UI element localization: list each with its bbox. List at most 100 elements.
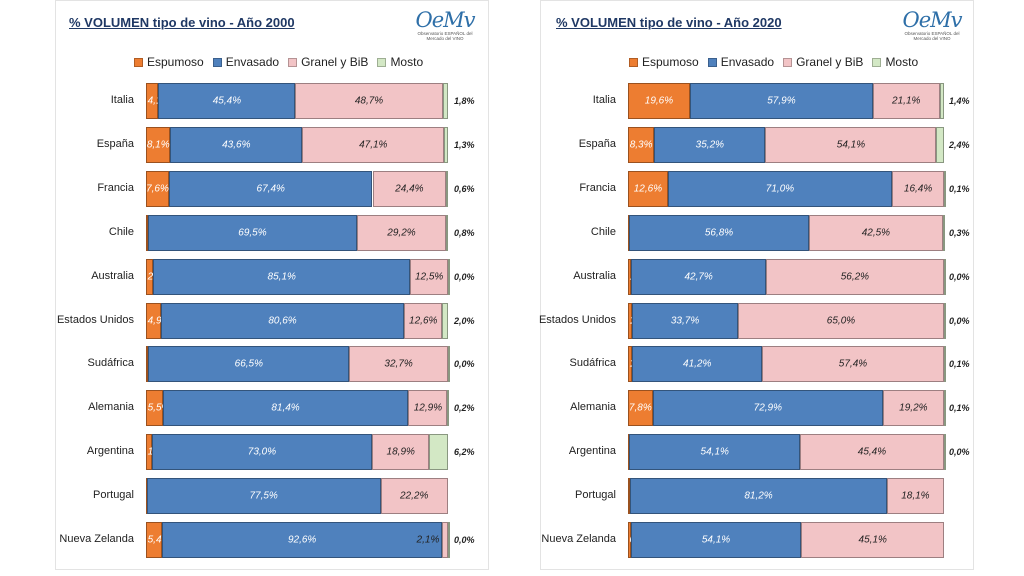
category-label: Nueva Zelanda xyxy=(541,533,616,545)
bar-envasado-0 xyxy=(689,83,873,119)
data-label-mosto: 2,4% xyxy=(949,139,970,150)
bar-mosto-2 xyxy=(944,170,946,207)
data-label-espumoso: 8,3% xyxy=(629,139,653,151)
data-label-mosto: 0,1% xyxy=(949,403,970,414)
data-label-envasado: 45,4% xyxy=(212,95,242,107)
bar-mosto-1 xyxy=(936,126,944,163)
data-label-envasado: 57,9% xyxy=(767,95,796,107)
legend-item-mosto: Mosto xyxy=(872,55,918,69)
data-label-granel: 12,6% xyxy=(409,315,438,326)
bar-envasado-9 xyxy=(146,478,381,515)
swatch-envasado xyxy=(212,57,222,67)
data-label-envasado: 92,6% xyxy=(287,534,317,546)
legend: Espumoso Envasado Granel y BiB Mosto xyxy=(134,54,432,70)
data-label-espumoso: 8,1% xyxy=(146,139,170,151)
bar-mosto-1 xyxy=(444,126,449,163)
category-label: Nueva Zelanda xyxy=(59,533,134,545)
category-label: España xyxy=(578,137,616,150)
category-label: Italia xyxy=(592,94,616,106)
data-label-envasado: 81,4% xyxy=(271,402,300,414)
bar-envasado-4 xyxy=(631,258,767,295)
bar-envasado-2 xyxy=(667,170,893,207)
bar-envasado-6 xyxy=(632,346,763,383)
bar-espumoso-9 xyxy=(628,478,631,515)
bar-espumoso-7 xyxy=(628,390,653,427)
data-label-mosto: 0,0% xyxy=(454,359,475,370)
bar-envasado-2 xyxy=(168,170,373,207)
data-label-mosto: 0,0% xyxy=(949,447,970,458)
bar-envasado-5 xyxy=(160,302,405,339)
data-label-envasado: 71,0% xyxy=(765,183,795,195)
data-label-espumoso: 5,4% xyxy=(147,534,171,546)
swatch-mosto xyxy=(377,57,387,67)
data-label-espumoso: 7,6% xyxy=(146,183,169,195)
data-label-granel: 18,9% xyxy=(386,446,415,458)
swatch-espumoso xyxy=(629,57,638,67)
bar-granel-7 xyxy=(883,390,944,427)
data-label-granel: 2,1% xyxy=(416,534,440,546)
bar-espumoso-2 xyxy=(628,170,668,207)
data-label-envasado: 35,2% xyxy=(695,139,725,151)
bar-mosto-4 xyxy=(943,258,946,295)
category-label: Portugal xyxy=(575,489,616,502)
bar-granel-10 xyxy=(441,522,449,558)
data-label-granel: 32,7% xyxy=(384,358,413,370)
data-label-espumoso: 7,8% xyxy=(628,402,652,414)
bar-espumoso-4 xyxy=(628,258,632,295)
bar-envasado-7 xyxy=(652,390,883,427)
data-label-granel: 45,1% xyxy=(858,534,887,546)
logo-text: OeMv xyxy=(415,8,475,32)
legend: Espumoso Envasado Granel y BiB Mosto xyxy=(629,54,927,70)
bar-espumoso-0 xyxy=(146,83,159,119)
bar-granel-3 xyxy=(808,214,944,251)
bar-espumoso-6 xyxy=(628,346,633,383)
data-label-granel: 18,1% xyxy=(901,490,930,502)
swatch-espumoso xyxy=(134,57,143,67)
bar-mosto-5 xyxy=(943,302,946,339)
logo-subtitle: Observatorio ESPAÑOL del Mercado del VIN… xyxy=(904,31,960,41)
bar-espumoso-5 xyxy=(628,302,632,339)
legend-item-envasado: Envasado xyxy=(212,55,279,69)
data-label-mosto: 0,3% xyxy=(949,227,970,238)
bar-mosto-4 xyxy=(448,258,450,295)
logo-text: OeMv xyxy=(902,8,962,32)
data-label-espumoso: 12,6% xyxy=(633,183,663,195)
data-label-mosto: 0,0% xyxy=(454,271,475,282)
bar-granel-4 xyxy=(766,258,944,295)
data-label-envasado: 43,6% xyxy=(222,139,251,151)
data-label-envasado: 77,5% xyxy=(249,490,278,502)
bar-espumoso-2 xyxy=(146,170,169,207)
bar-granel-7 xyxy=(408,390,448,427)
data-label-envasado: 67,4% xyxy=(256,183,285,195)
data-label-envasado: 54,1% xyxy=(700,446,729,458)
oemv-logo: OeMv Observatorio ESPAÑOL del Mercado de… xyxy=(414,9,476,49)
bar-granel-10 xyxy=(801,522,944,558)
bar-espumoso-10 xyxy=(146,522,163,558)
data-label-granel: 29,2% xyxy=(387,227,416,239)
bar-granel-1 xyxy=(302,126,445,163)
data-label-espumoso: 5,5% xyxy=(147,402,171,414)
swatch-granel xyxy=(783,57,793,67)
legend-item-mosto: Mosto xyxy=(377,55,423,69)
bar-envasado-10 xyxy=(630,522,802,558)
bar-granel-9 xyxy=(380,478,448,515)
bar-envasado-3 xyxy=(629,214,809,251)
category-label: Sudáfrica xyxy=(569,357,616,370)
data-label-envasado: 66,5% xyxy=(234,358,264,370)
data-label-espumoso: 4,9% xyxy=(147,315,171,326)
bar-granel-9 xyxy=(886,478,944,515)
bar-envasado-4 xyxy=(153,258,411,295)
bar-granel-5 xyxy=(404,302,443,339)
bar-mosto-2 xyxy=(446,170,449,207)
data-label-mosto: 0,0% xyxy=(949,315,970,326)
bar-mosto-8 xyxy=(429,434,448,471)
bar-granel-8 xyxy=(372,434,430,471)
data-label-mosto: 0,2% xyxy=(454,403,475,414)
data-label-mosto: 1,4% xyxy=(949,96,970,106)
legend-item-espumoso: Espumoso xyxy=(134,55,204,69)
bar-envasado-0 xyxy=(158,83,296,119)
data-label-envasado: 81,2% xyxy=(744,490,773,502)
bar-espumoso-10 xyxy=(628,522,631,558)
data-label-mosto: 0,0% xyxy=(454,535,475,545)
bar-espumoso-8 xyxy=(146,434,152,471)
